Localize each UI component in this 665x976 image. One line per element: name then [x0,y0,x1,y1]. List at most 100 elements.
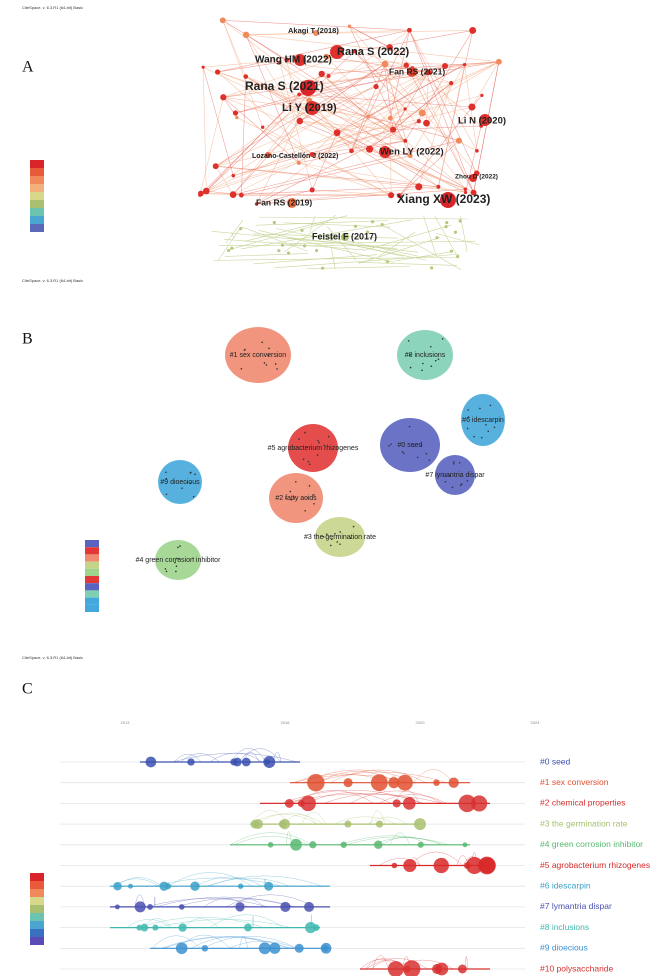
legend-swatch [30,168,44,176]
edge [392,82,452,130]
arc [372,955,389,970]
node [304,901,315,912]
edge [309,85,406,142]
node [407,153,413,159]
node [326,74,331,79]
edge [312,140,406,155]
node [312,924,320,931]
arc [138,916,264,928]
arc [365,958,429,970]
node [471,795,488,812]
node [181,487,183,489]
node [466,427,469,430]
arc [173,754,202,763]
node [179,545,181,547]
edge [286,59,465,65]
edge [390,30,410,119]
node [487,430,490,433]
node [390,126,397,133]
node [313,494,315,496]
node [430,365,433,368]
edge [223,97,299,164]
node [267,354,270,357]
edge [279,62,313,190]
legend-swatch [30,921,44,929]
node [235,902,245,912]
arc [301,811,326,825]
node [254,202,259,206]
edge [311,132,338,191]
arc [230,747,267,763]
node [334,532,336,535]
cluster-label: #6 idescarpin [540,880,591,890]
arc [370,810,386,825]
node [391,862,398,869]
node [302,458,305,461]
node [198,190,204,197]
edge [236,117,392,196]
node [373,84,379,90]
node [370,220,375,224]
node [159,881,169,891]
arc [292,790,374,804]
edge [256,186,439,205]
edge [326,56,406,142]
node [434,359,437,362]
legend-swatch [30,897,44,905]
edge [245,34,301,122]
node-label: Li Y (2019) [282,102,337,114]
node [489,404,492,407]
edge [222,20,247,77]
edge [363,224,452,251]
node [147,903,153,910]
edge [311,61,499,85]
edge [299,94,423,114]
node [178,904,185,910]
node [220,94,227,101]
node-label: Fan RS (2019) [256,197,312,207]
node [187,758,195,766]
node [437,358,440,360]
node [277,249,281,253]
node [264,759,270,765]
node [402,797,416,810]
legend-swatch [30,889,44,897]
legend-swatch [85,583,99,591]
edge [434,215,457,255]
node [468,103,476,111]
edge [253,254,377,265]
edge [299,94,474,193]
node [175,570,177,573]
edge [354,51,406,110]
node [329,544,332,547]
edge [412,67,474,193]
header: CiteSpace, v. 6.3.R1 (64-bit) Basic [22,655,83,660]
node [190,471,192,474]
arc [329,769,427,783]
arc [252,915,254,928]
node [365,230,370,234]
node [178,923,187,932]
legend-swatch [30,905,44,913]
node [418,109,426,117]
cluster-label: #9 dioecious [160,479,200,486]
edge [465,125,482,193]
node [449,249,454,253]
node [219,17,226,24]
node [114,904,120,910]
edge [258,216,468,220]
cluster-label: #6 idescarpin [462,417,504,424]
edge [309,100,369,117]
year-label: 2016 [281,720,291,725]
legend-swatch [30,192,44,200]
node [323,444,326,447]
arc [182,918,219,928]
node [366,114,371,119]
node [408,425,411,428]
edge [245,76,439,187]
node [296,160,301,165]
node [469,174,477,182]
node [261,125,265,129]
node [449,474,451,477]
node [232,110,239,116]
